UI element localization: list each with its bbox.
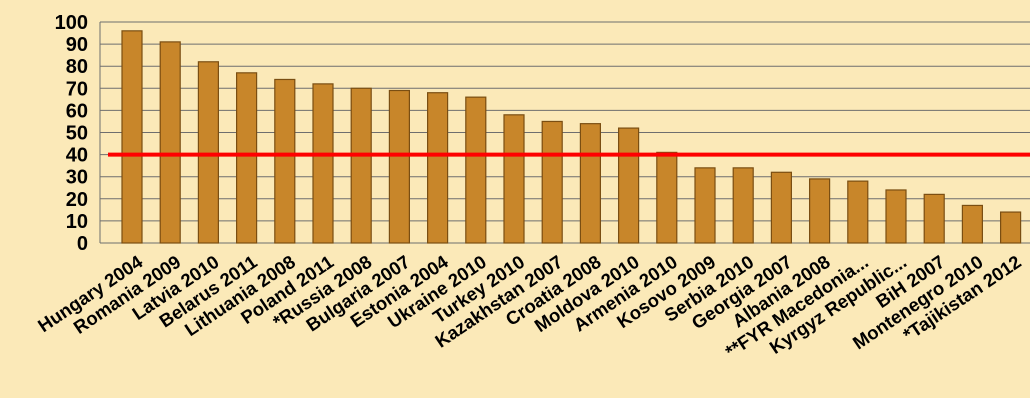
bar [159, 41, 181, 244]
bars [121, 30, 1022, 244]
y-tick-label: 80 [66, 56, 88, 78]
y-tick-label: 0 [77, 233, 88, 255]
bar [274, 78, 296, 244]
y-tick-label: 20 [66, 189, 88, 211]
bar [617, 127, 640, 244]
y-tick-label: 50 [66, 123, 88, 145]
bar [350, 87, 372, 244]
bar [999, 211, 1022, 244]
bar [770, 171, 793, 244]
bar [388, 89, 410, 244]
bar [732, 167, 754, 244]
bar [121, 30, 143, 244]
bar [465, 96, 487, 244]
bar [847, 180, 869, 244]
bar [427, 92, 449, 244]
y-tick-label: 90 [66, 34, 88, 56]
y-tick-label: 100 [55, 12, 88, 34]
bar [923, 193, 945, 244]
bar [579, 123, 602, 244]
y-tick-label: 70 [66, 78, 88, 100]
bar [312, 83, 334, 244]
bar [503, 114, 525, 244]
bar [541, 120, 563, 244]
y-tick-label: 40 [66, 145, 88, 167]
bar [885, 189, 907, 244]
y-tick-label: 10 [66, 211, 88, 233]
bar [694, 167, 716, 244]
bar [656, 151, 678, 244]
y-tick-label: 30 [66, 167, 88, 189]
y-tick-label: 60 [66, 100, 88, 122]
bar [808, 178, 831, 244]
bar [236, 72, 258, 244]
bar [961, 204, 984, 244]
bar [197, 61, 219, 244]
